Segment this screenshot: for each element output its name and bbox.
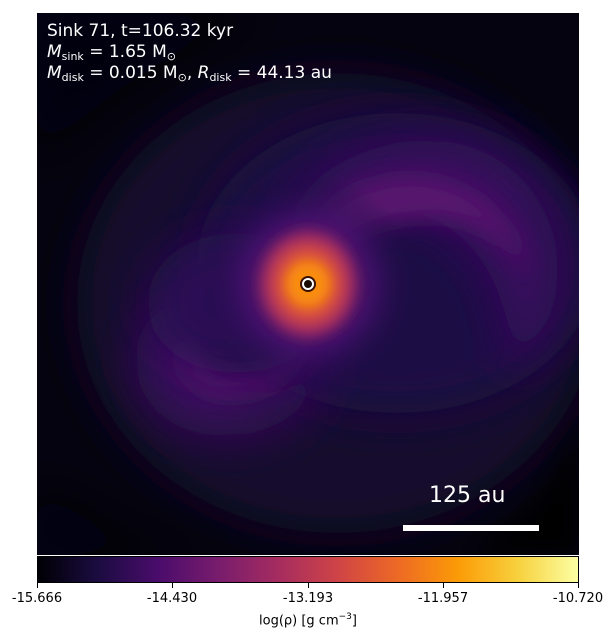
colorbar-tick-label: -15.666 <box>11 591 63 606</box>
colorbar-label: log(ρ) [g cm−3] <box>259 612 357 629</box>
colorbar-tick <box>37 583 38 588</box>
colorbar <box>37 556 579 583</box>
colorbar-tick-label: -13.193 <box>282 591 334 606</box>
density-map-panel: Sink 71, t=106.32 kyr Msink = 1.65 M⊙ Md… <box>37 13 579 555</box>
scalebar-label: 125 au <box>429 483 506 508</box>
colorbar-tick-label: -14.430 <box>146 591 198 606</box>
annotation-disk-properties: Mdisk = 0.015 M⊙, Rdisk = 44.13 au <box>47 63 332 84</box>
scalebar <box>403 525 539 531</box>
colorbar-tick <box>578 583 579 588</box>
colorbar-tick <box>443 583 444 588</box>
colorbar-tick-label: -11.957 <box>417 591 469 606</box>
annotation-title: Sink 71, t=106.32 kyr <box>47 21 234 41</box>
colorbar-tick <box>172 583 173 588</box>
annotation-sink-mass: Msink = 1.65 M⊙ <box>47 42 177 63</box>
colorbar-tick-label: -10.720 <box>552 591 604 606</box>
sink-marker <box>302 278 314 290</box>
colorbar-tick <box>308 583 309 588</box>
